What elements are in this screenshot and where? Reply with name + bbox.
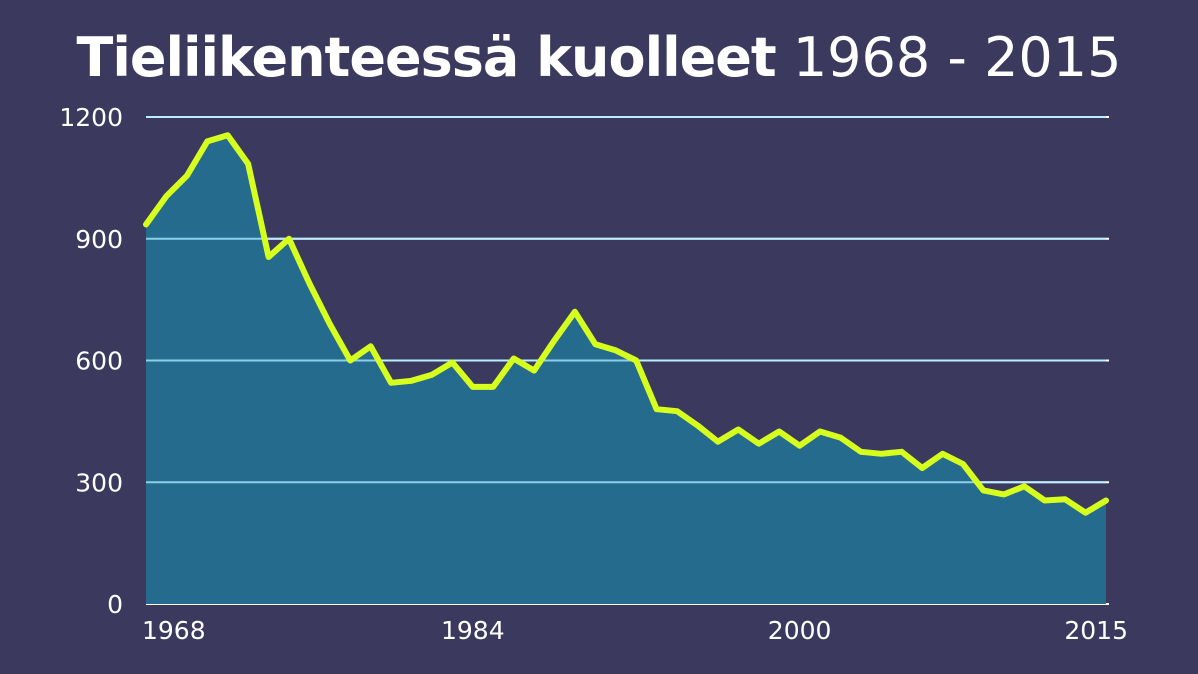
data-point-1980 xyxy=(388,380,394,386)
x-axis-ticks: 1968 1984 2000 2015 xyxy=(142,616,1128,645)
data-point-1972 xyxy=(225,132,231,138)
chart-title-bold: Tieliikenteessä kuolleet xyxy=(76,26,777,89)
data-point-1991 xyxy=(613,347,619,353)
data-point-1971 xyxy=(204,138,210,144)
data-point-1983 xyxy=(449,360,455,366)
data-point-1989 xyxy=(572,309,578,315)
data-point-2007 xyxy=(940,451,946,457)
data-point-2010 xyxy=(1001,491,1007,497)
data-point-1968 xyxy=(143,222,149,228)
data-point-1969 xyxy=(163,193,169,199)
data-point-1999 xyxy=(776,429,782,435)
data-point-1975 xyxy=(286,236,292,242)
data-point-1994 xyxy=(674,408,680,414)
data-point-1985 xyxy=(490,384,496,390)
y-tick-label: 600 xyxy=(75,347,123,376)
data-point-2002 xyxy=(837,435,843,441)
data-point-1979 xyxy=(368,343,374,349)
data-point-1998 xyxy=(756,441,762,447)
data-point-2011 xyxy=(1021,483,1027,489)
data-point-2008 xyxy=(960,461,966,467)
y-tick-label: 0 xyxy=(107,590,123,619)
data-point-1978 xyxy=(347,358,353,364)
x-tick-label: 2000 xyxy=(768,616,832,645)
chart-title-light: 1968 - 2015 xyxy=(792,26,1122,89)
data-point-2014 xyxy=(1083,510,1089,516)
area-fill xyxy=(146,135,1106,605)
data-point-1997 xyxy=(735,426,741,432)
data-point-1973 xyxy=(245,161,251,167)
x-tick-label: 1968 xyxy=(142,616,206,645)
data-point-1996 xyxy=(715,439,721,445)
data-point-2012 xyxy=(1042,498,1048,504)
data-point-2013 xyxy=(1062,496,1068,502)
data-point-1977 xyxy=(327,321,333,327)
y-axis-ticks: 0 300 600 900 1200 xyxy=(59,103,123,619)
data-point-2009 xyxy=(980,487,986,493)
chart-title: Tieliikenteessä kuolleet 1968 - 2015 xyxy=(0,26,1198,89)
data-point-1992 xyxy=(633,358,639,364)
data-point-2001 xyxy=(817,429,823,435)
data-point-1981 xyxy=(409,378,415,384)
data-point-1988 xyxy=(552,337,558,343)
data-point-2000 xyxy=(797,443,803,449)
data-point-1976 xyxy=(306,280,312,286)
x-tick-label: 2015 xyxy=(1064,616,1128,645)
data-point-1986 xyxy=(511,355,517,361)
data-point-1984 xyxy=(470,384,476,390)
data-point-1974 xyxy=(266,254,272,260)
data-point-1995 xyxy=(694,422,700,428)
data-point-1990 xyxy=(592,341,598,347)
grid-lines-overlay xyxy=(146,116,1106,484)
data-point-1993 xyxy=(654,406,660,412)
y-tick-label: 900 xyxy=(75,225,123,254)
data-point-1987 xyxy=(531,368,537,374)
data-point-1982 xyxy=(429,372,435,378)
data-point-2004 xyxy=(878,451,884,457)
data-line xyxy=(143,132,1109,516)
data-point-2005 xyxy=(899,449,905,455)
data-point-1970 xyxy=(184,173,190,179)
y-tick-label: 1200 xyxy=(59,103,123,132)
data-point-2015 xyxy=(1103,498,1109,504)
x-tick-label: 1984 xyxy=(441,616,505,645)
y-tick-label: 300 xyxy=(75,468,123,497)
data-point-2006 xyxy=(919,465,925,471)
data-point-2003 xyxy=(858,449,864,455)
